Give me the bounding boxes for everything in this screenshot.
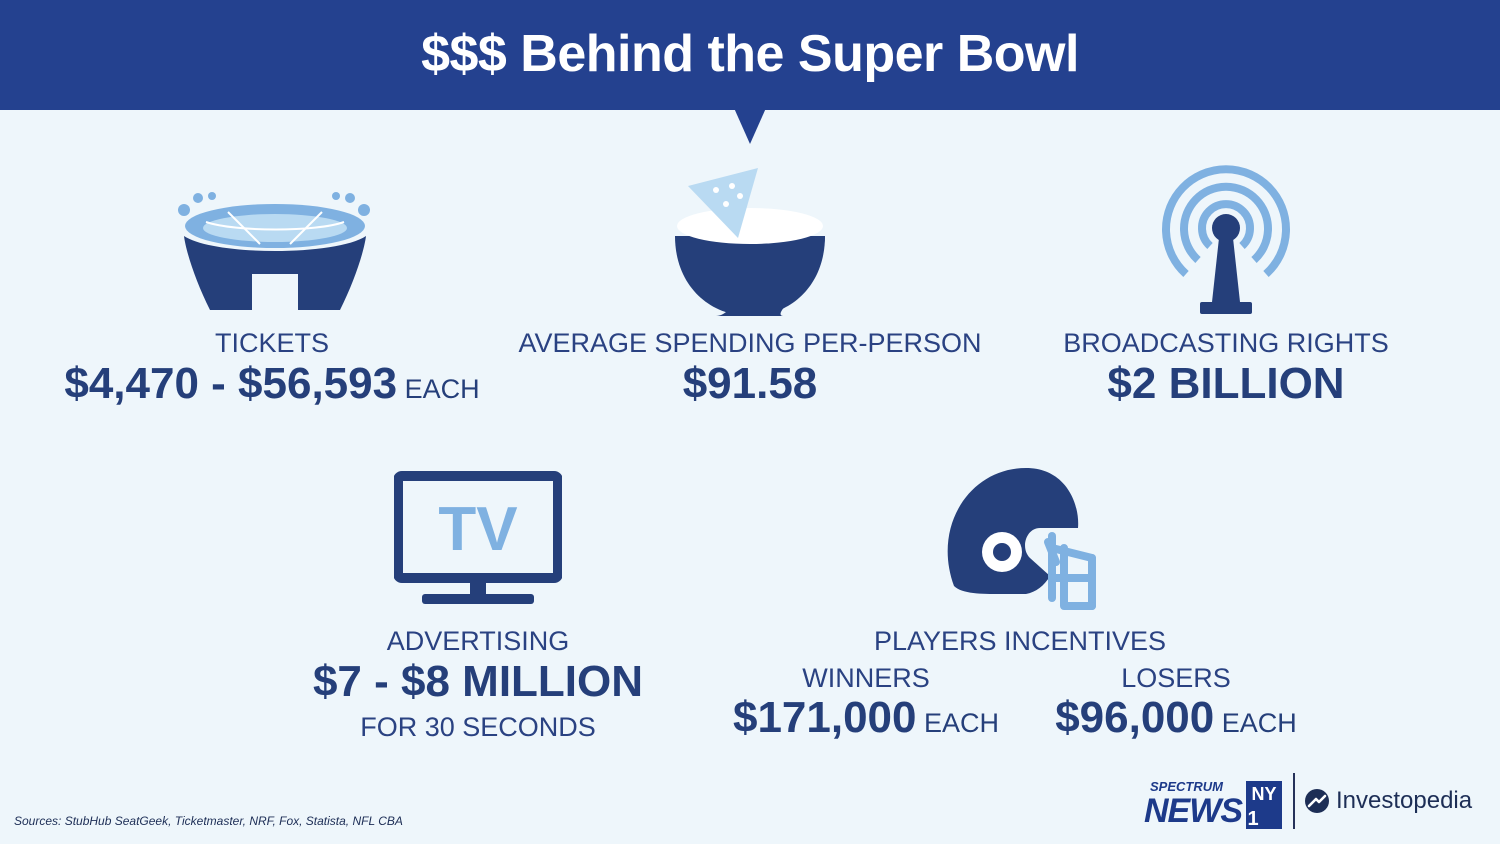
players-label: PLAYERS INCENTIVES <box>873 626 1167 656</box>
tickets-value-row: $4,470 - $56,593 EACH <box>40 358 504 415</box>
spending-value: $91.58 <box>682 359 818 408</box>
winners-value-row: $171,000 EACH <box>706 692 1026 749</box>
advertising-value: $7 - $8 MILLION <box>312 657 644 706</box>
advertising-label: ADVERTISING <box>386 626 570 656</box>
tv-icon-text: TV <box>438 495 517 564</box>
header-banner <box>0 0 1500 110</box>
spectrum-logo-one: 1 <box>1247 808 1258 830</box>
broadcast-tower-icon <box>1162 165 1290 314</box>
losers-value: $96,000 <box>1055 693 1215 742</box>
spending-label: AVERAGE SPENDING PER-PERSON <box>518 328 982 358</box>
logo-divider <box>1293 773 1295 829</box>
spectrum-news-logo: SPECTRUM NEWS NY 1 <box>1144 779 1282 830</box>
football-helmet-icon <box>947 468 1096 610</box>
winners-value: $171,000 <box>732 693 917 742</box>
winners-suffix: EACH <box>916 708 1000 738</box>
spectrum-logo-news: NEWS <box>1144 792 1243 830</box>
tickets-label: TICKETS <box>214 328 329 358</box>
spectrum-logo-ny: NY <box>1251 784 1276 804</box>
losers-value-row: $96,000 EACH <box>1016 692 1336 749</box>
page-title: $$$ Behind the Super Bowl <box>421 25 1079 83</box>
investopedia-logo-text: Investopedia <box>1336 787 1473 814</box>
tv-icon: TV <box>394 471 562 604</box>
broadcasting-label: BROADCASTING RIGHTS <box>1063 328 1389 358</box>
spectrum-logo-top: SPECTRUM <box>1150 779 1224 794</box>
broadcasting-value: $2 BILLION <box>1107 359 1345 408</box>
losers-suffix: EACH <box>1214 708 1297 738</box>
sources-note: Sources: StubHub SeatGeek, Ticketmaster,… <box>14 814 403 828</box>
advertising-note: FOR 30 SECONDS <box>360 712 596 742</box>
losers-label: LOSERS <box>1121 663 1231 693</box>
investopedia-mark-icon <box>1305 789 1329 813</box>
stadium-icon <box>178 192 370 310</box>
tickets-value: $4,470 - $56,593 <box>64 359 398 408</box>
chip-bowl-icon <box>675 168 825 316</box>
winners-label: WINNERS <box>802 663 930 693</box>
investopedia-logo: Investopedia <box>1304 786 1472 816</box>
header-pointer <box>734 108 766 144</box>
tickets-suffix: EACH <box>397 374 480 404</box>
